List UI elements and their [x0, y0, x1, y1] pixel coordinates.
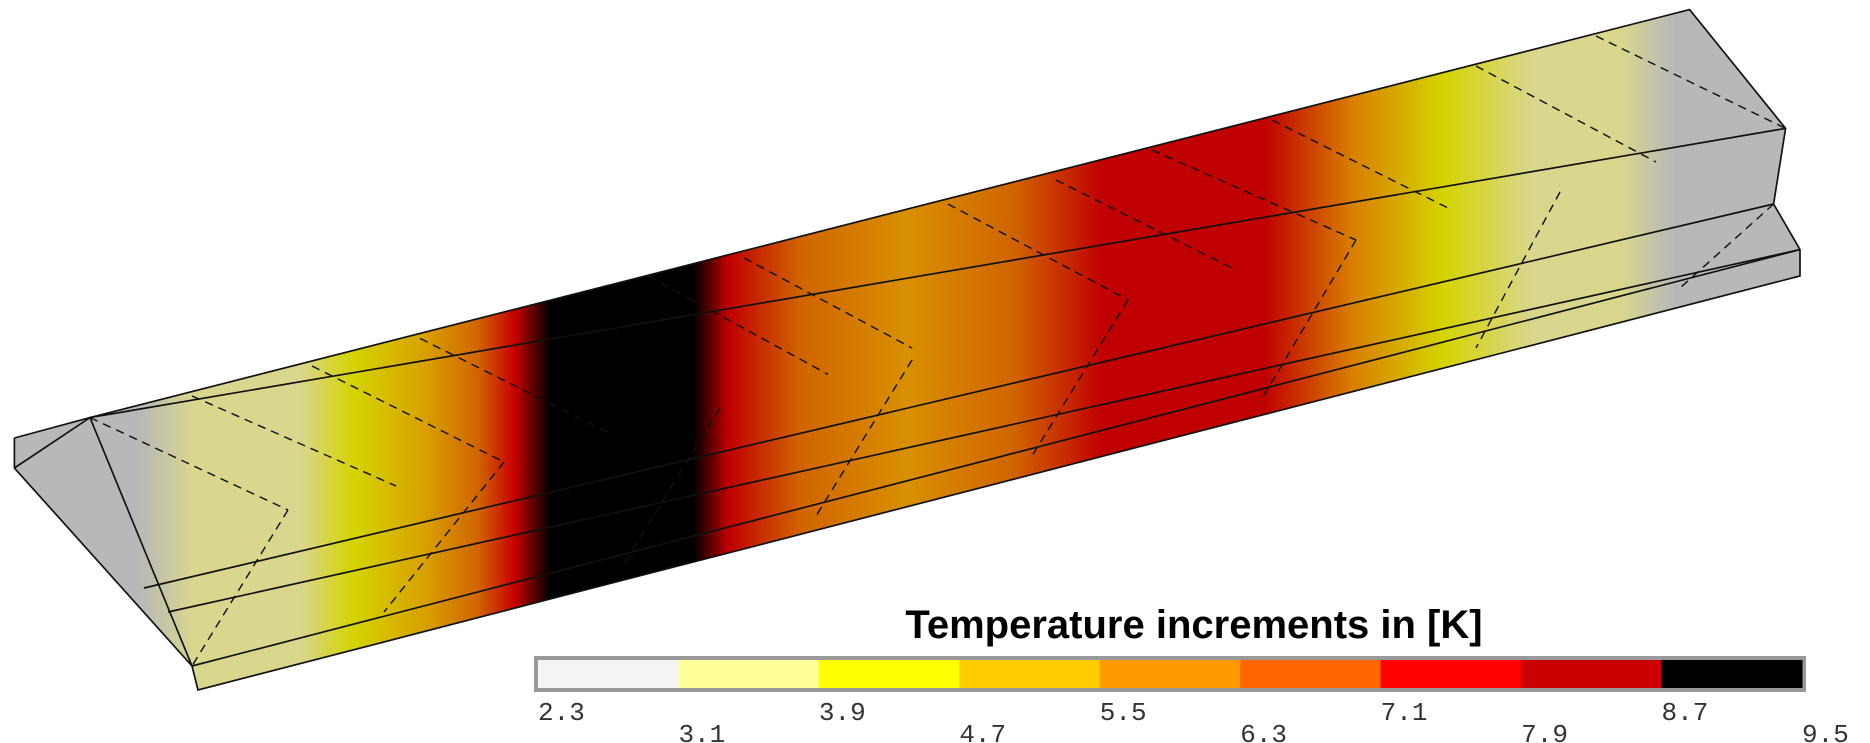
- legend-tick-label: 7.9: [1521, 720, 1568, 743]
- beam-edge: [167, 248, 1801, 613]
- beam-edge: [191, 248, 1801, 667]
- legend-tick-label: 6.3: [1240, 720, 1287, 743]
- legend-tick-label: 5.5: [1100, 698, 1147, 728]
- legend-tick-label: 7.1: [1381, 698, 1428, 728]
- legend-tick-label: 8.7: [1662, 698, 1709, 728]
- legend-title: Temperature increments in [K]: [905, 603, 1482, 647]
- legend-swatch: [959, 660, 1101, 688]
- legend-tick-label: 9.5: [1802, 720, 1849, 743]
- legend-tick-label: 3.1: [678, 720, 725, 743]
- legend-swatch: [678, 660, 820, 688]
- legend-swatch: [1521, 660, 1663, 688]
- legend-swatch: [538, 660, 679, 688]
- legend-tick-label: 4.7: [959, 720, 1006, 743]
- legend-tick-label: 2.3: [538, 698, 585, 728]
- mesh-lines: [89, 35, 1786, 667]
- legend-tick-label: 3.9: [819, 698, 866, 728]
- beam-edge: [143, 203, 1774, 589]
- legend-swatch: [1380, 660, 1522, 688]
- legend-swatch: [1099, 660, 1241, 688]
- beam: [13, 8, 1801, 692]
- beam-body: [14, 9, 1801, 691]
- beam-edge: [89, 127, 1786, 419]
- legend: 2.3 3.1 3.9 4.7 5.5 6.3 7.1 7.9 8.7 9.5: [538, 660, 1849, 743]
- legend-swatch: [1661, 660, 1803, 688]
- legend-swatch: [818, 660, 960, 688]
- legend-swatch: [1240, 660, 1382, 688]
